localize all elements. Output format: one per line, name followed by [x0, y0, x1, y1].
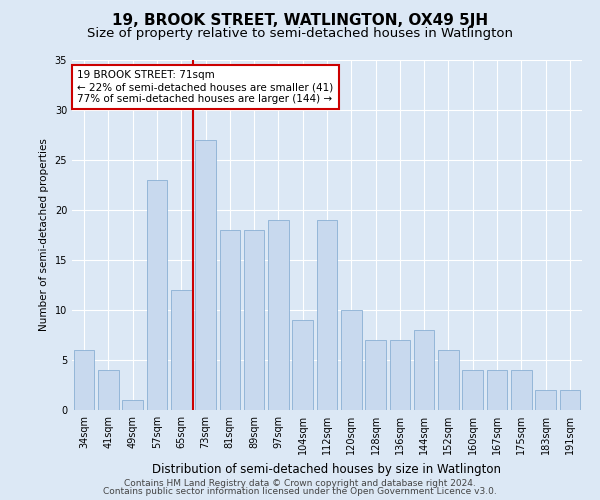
Text: 19, BROOK STREET, WATLINGTON, OX49 5JH: 19, BROOK STREET, WATLINGTON, OX49 5JH — [112, 12, 488, 28]
Bar — [146, 180, 167, 410]
Y-axis label: Number of semi-detached properties: Number of semi-detached properties — [39, 138, 49, 332]
Bar — [220, 230, 240, 410]
Text: Size of property relative to semi-detached houses in Watlington: Size of property relative to semi-detach… — [87, 28, 513, 40]
Bar — [511, 370, 532, 410]
Bar — [268, 220, 289, 410]
Bar — [341, 310, 362, 410]
Bar — [535, 390, 556, 410]
Bar — [560, 390, 580, 410]
Bar — [244, 230, 265, 410]
Bar — [487, 370, 508, 410]
Bar — [463, 370, 483, 410]
Bar — [365, 340, 386, 410]
Bar — [292, 320, 313, 410]
Bar — [171, 290, 191, 410]
Text: 19 BROOK STREET: 71sqm
← 22% of semi-detached houses are smaller (41)
77% of sem: 19 BROOK STREET: 71sqm ← 22% of semi-det… — [77, 70, 334, 104]
X-axis label: Distribution of semi-detached houses by size in Watlington: Distribution of semi-detached houses by … — [152, 462, 502, 475]
Bar — [414, 330, 434, 410]
Bar — [438, 350, 459, 410]
Bar — [317, 220, 337, 410]
Bar — [389, 340, 410, 410]
Bar — [195, 140, 216, 410]
Bar — [98, 370, 119, 410]
Bar — [122, 400, 143, 410]
Text: Contains public sector information licensed under the Open Government Licence v3: Contains public sector information licen… — [103, 487, 497, 496]
Text: Contains HM Land Registry data © Crown copyright and database right 2024.: Contains HM Land Registry data © Crown c… — [124, 478, 476, 488]
Bar — [74, 350, 94, 410]
